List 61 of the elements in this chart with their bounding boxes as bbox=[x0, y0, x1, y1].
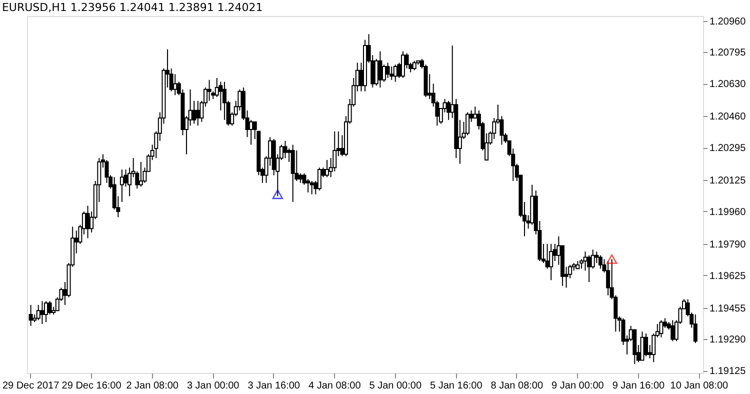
candlestick bbox=[587, 254, 592, 283]
candlestick bbox=[310, 180, 314, 195]
candlestick bbox=[382, 64, 386, 82]
x-tick-label: 5 Jan 16:00 bbox=[430, 380, 483, 392]
x-tick-label: 3 Jan 16:00 bbox=[248, 380, 300, 392]
y-tick-label: 1.19125 bbox=[710, 366, 746, 378]
candlestick bbox=[36, 304, 40, 321]
candlestick bbox=[44, 300, 48, 323]
candlestick bbox=[298, 172, 302, 184]
candlestick bbox=[644, 333, 648, 357]
candlestick bbox=[40, 300, 44, 324]
y-tick-label: 1.19960 bbox=[710, 206, 746, 218]
x-tick-label: 3 Jan 00:00 bbox=[186, 380, 240, 392]
candlestick bbox=[640, 331, 644, 361]
y-tick-label: 1.20795 bbox=[710, 48, 746, 59]
x-tick-label: 29 Dec 16:00 bbox=[62, 380, 122, 392]
candlestick bbox=[138, 161, 143, 188]
y-tick-label: 1.20125 bbox=[710, 176, 746, 187]
y-tick-label: 1.20960 bbox=[710, 16, 746, 28]
candlestick bbox=[693, 314, 698, 344]
y-tick-label: 1.19290 bbox=[710, 334, 746, 346]
candlestick bbox=[670, 320, 675, 342]
candlestick bbox=[378, 50, 382, 88]
candlestick bbox=[317, 167, 322, 191]
y-tick-label: 1.19625 bbox=[710, 270, 746, 282]
candlestick bbox=[283, 140, 288, 159]
candlestick bbox=[400, 50, 405, 78]
candlestick bbox=[290, 144, 295, 202]
y-tick-label: 1.20295 bbox=[710, 143, 746, 154]
candlestick bbox=[583, 251, 588, 272]
candlestick bbox=[120, 169, 124, 202]
x-tick-label: 5 Jan 00:00 bbox=[369, 380, 422, 392]
candlestick bbox=[192, 100, 196, 124]
x-tick-label: 9 Jan 16:00 bbox=[612, 380, 666, 392]
y-tick-label: 1.19790 bbox=[710, 239, 746, 250]
candlestick bbox=[386, 62, 390, 78]
x-tick-label: 29 Dec 2017 bbox=[2, 380, 60, 392]
candlestick bbox=[207, 79, 212, 102]
y-tick-label: 1.20630 bbox=[710, 79, 746, 90]
candlestick bbox=[249, 119, 254, 146]
candlestick bbox=[549, 243, 554, 281]
candlestick bbox=[306, 178, 310, 193]
candlestick bbox=[28, 304, 33, 326]
candlestick bbox=[466, 112, 470, 136]
candlestick bbox=[545, 243, 550, 270]
candlestick bbox=[598, 254, 602, 270]
candlestick bbox=[412, 60, 416, 71]
chart-title: EURUSD,H1 1.23956 1.24041 1.23891 1.24021 bbox=[2, 0, 263, 14]
candlestick bbox=[659, 320, 664, 338]
x-tick-label: 10 Jan 08:00 bbox=[670, 380, 729, 392]
x-tick-label: 8 Jan 08:00 bbox=[490, 380, 544, 392]
x-tick-label: 2 Jan 08:00 bbox=[126, 380, 179, 392]
candlestick bbox=[173, 74, 178, 96]
y-tick-label: 1.20460 bbox=[710, 112, 746, 123]
candlestick bbox=[390, 66, 394, 80]
y-tick-label: 1.19455 bbox=[710, 303, 746, 314]
candlestick bbox=[48, 300, 52, 315]
candlestick bbox=[325, 159, 330, 178]
x-tick-label: 4 Jan 08:00 bbox=[308, 380, 362, 392]
x-tick-label: 9 Jan 00:00 bbox=[552, 380, 604, 392]
candlestick bbox=[86, 205, 90, 239]
